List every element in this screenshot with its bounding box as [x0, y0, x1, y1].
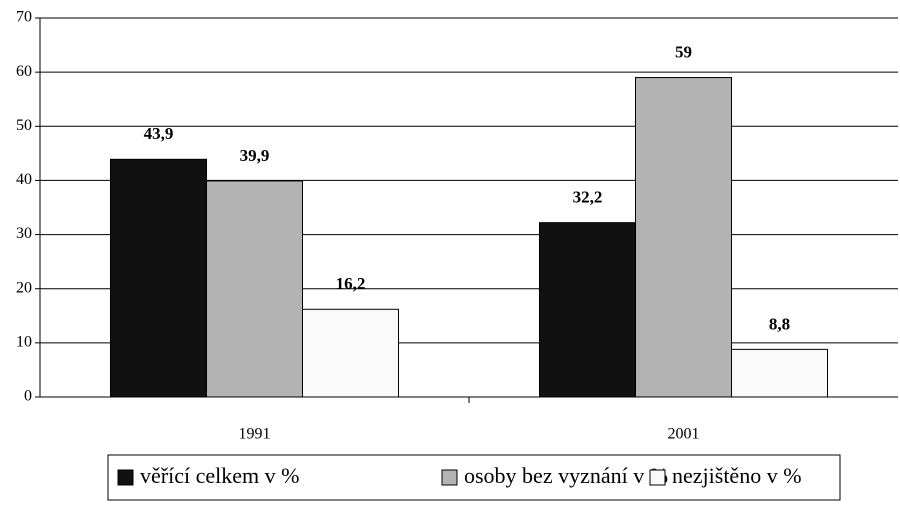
value-label: 43,9	[144, 124, 174, 143]
y-tick-label: 0	[24, 388, 32, 405]
bar	[110, 158, 207, 398]
value-label: 8,8	[769, 314, 790, 333]
value-label: 32,2	[573, 188, 603, 207]
y-tick-label: 60	[16, 63, 32, 80]
y-tick-label: 50	[16, 117, 32, 134]
value-label: 39,9	[240, 146, 270, 165]
legend-label: osoby bez vyznání v %	[464, 463, 668, 488]
legend-swatch	[117, 469, 134, 486]
y-tick-label: 30	[16, 225, 32, 242]
value-label: 16,2	[336, 274, 366, 293]
legend-swatch	[441, 469, 458, 486]
x-tick-label: 2001	[668, 426, 700, 443]
bar	[206, 180, 303, 398]
bar	[731, 348, 828, 398]
legend-label: věřící celkem v %	[140, 463, 299, 488]
y-tick-label: 10	[16, 334, 32, 351]
value-label: 59	[675, 42, 692, 61]
bar	[635, 77, 732, 398]
bar	[302, 308, 399, 398]
bar	[539, 222, 636, 398]
legend-label: nezjištěno v %	[672, 463, 802, 488]
legend-swatch	[649, 469, 666, 486]
y-tick-label: 20	[16, 279, 32, 296]
y-tick-label: 40	[16, 171, 32, 188]
legend-box	[107, 454, 841, 501]
x-tick-label: 1991	[239, 426, 271, 443]
y-tick-label: 70	[16, 9, 32, 26]
